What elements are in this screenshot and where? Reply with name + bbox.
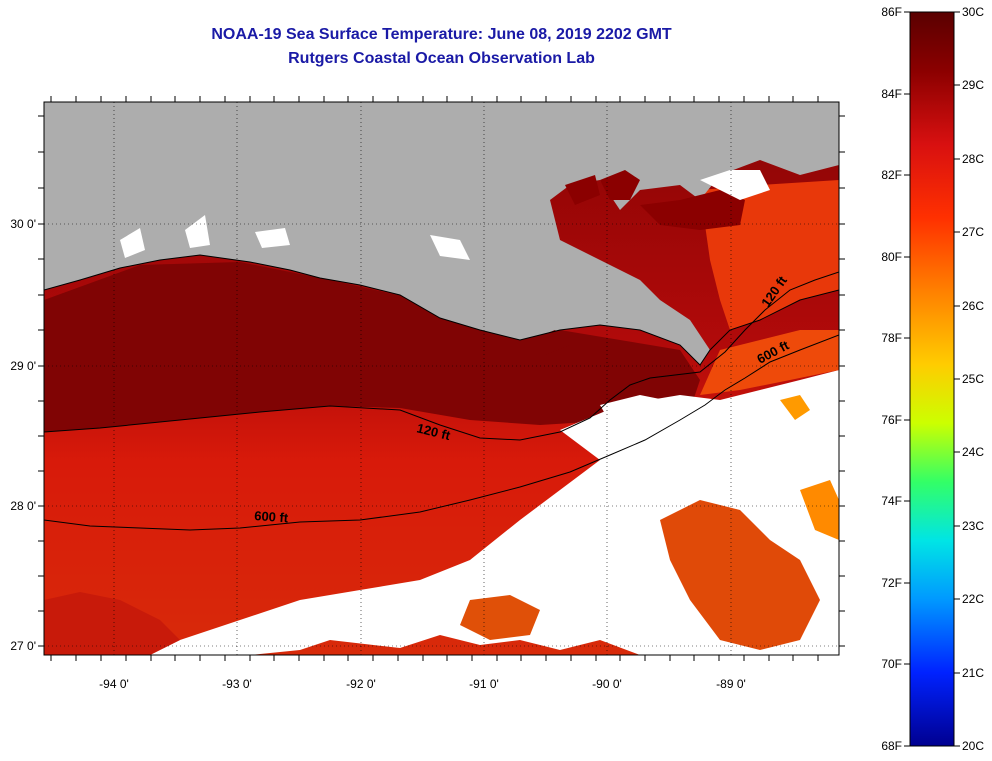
coastline (44, 254, 839, 366)
map-area (44, 102, 839, 655)
colorbar-c-label: 22C (962, 592, 984, 606)
isobath-120ft (44, 271, 839, 441)
cloud-cover-south (150, 370, 839, 655)
colorbar-f-label: 80F (881, 250, 902, 264)
sea-southwest (44, 592, 180, 655)
map-frame (43, 101, 840, 656)
sea-patch-orange-1 (780, 395, 810, 420)
sea-patch-southeast (660, 500, 820, 650)
inland-cloud-4 (430, 235, 470, 260)
inland-cloud-3 (185, 215, 210, 248)
lat-label: 28 0' (10, 499, 36, 513)
colorbar-c-label: 21C (962, 666, 984, 680)
lat-label: 30 0' (10, 217, 36, 231)
lake-warm-1 (600, 170, 640, 200)
cloud-patch-delta (600, 395, 710, 440)
colorbar-f-label: 86F (881, 5, 902, 19)
lon-label: -91 0' (469, 677, 499, 691)
graticule (44, 102, 839, 655)
colorbar-c-label: 23C (962, 519, 984, 533)
lon-label: -90 0' (592, 677, 622, 691)
lat-label: 27 0' (10, 639, 36, 653)
lon-label: -94 0' (99, 677, 129, 691)
colorbar-f-label: 70F (881, 657, 902, 671)
colorbar-f-label: 72F (881, 576, 902, 590)
inland-cloud-1 (120, 228, 145, 258)
colorbar-c-label: 25C (962, 372, 984, 386)
colorbar-c-label: 28C (962, 152, 984, 166)
isobath-label-600ft-west: 600 ft (254, 508, 290, 525)
sea-patch-south (460, 595, 540, 640)
bay-warm (530, 330, 570, 355)
colorbar-f-label: 84F (881, 87, 902, 101)
colorbar-f-label: 68F (881, 739, 902, 753)
axis-ticks (38, 96, 845, 661)
map-title: NOAA-19 Sea Surface Temperature: June 08… (211, 26, 672, 43)
colorbar-c-label: 30C (962, 5, 984, 19)
colorbar-f-label: 76F (881, 413, 902, 427)
colorbar-c-label: 20C (962, 739, 984, 753)
nearshore-warm-band (44, 262, 700, 432)
sea-patch-orange-2 (800, 480, 839, 540)
lon-label: -92 0' (346, 677, 376, 691)
colorbar-c-label: 24C (962, 445, 984, 459)
colorbar-c-label: 29C (962, 78, 984, 92)
lon-label: -93 0' (222, 677, 252, 691)
lake-warm-3 (640, 190, 745, 230)
colorbar-f-label: 78F (881, 331, 902, 345)
colorbar-f-label: 82F (881, 168, 902, 182)
inland-cloud-2 (255, 228, 290, 248)
map-subtitle: Rutgers Coastal Ocean Observation Lab (288, 50, 595, 67)
isobath-600ft (44, 334, 839, 531)
colorbar-c-label: 27C (962, 225, 984, 239)
land-mass (44, 102, 839, 365)
lon-label: -89 0' (716, 677, 746, 691)
colorbar (909, 11, 955, 747)
lake-cloud (700, 170, 770, 200)
lake-warm-2 (565, 175, 600, 205)
colorbar-f-label: 74F (881, 494, 902, 508)
colorbar-ticks (904, 11, 960, 747)
colorbar-c-label: 26C (962, 299, 984, 313)
lat-label: 29 0' (10, 359, 36, 373)
